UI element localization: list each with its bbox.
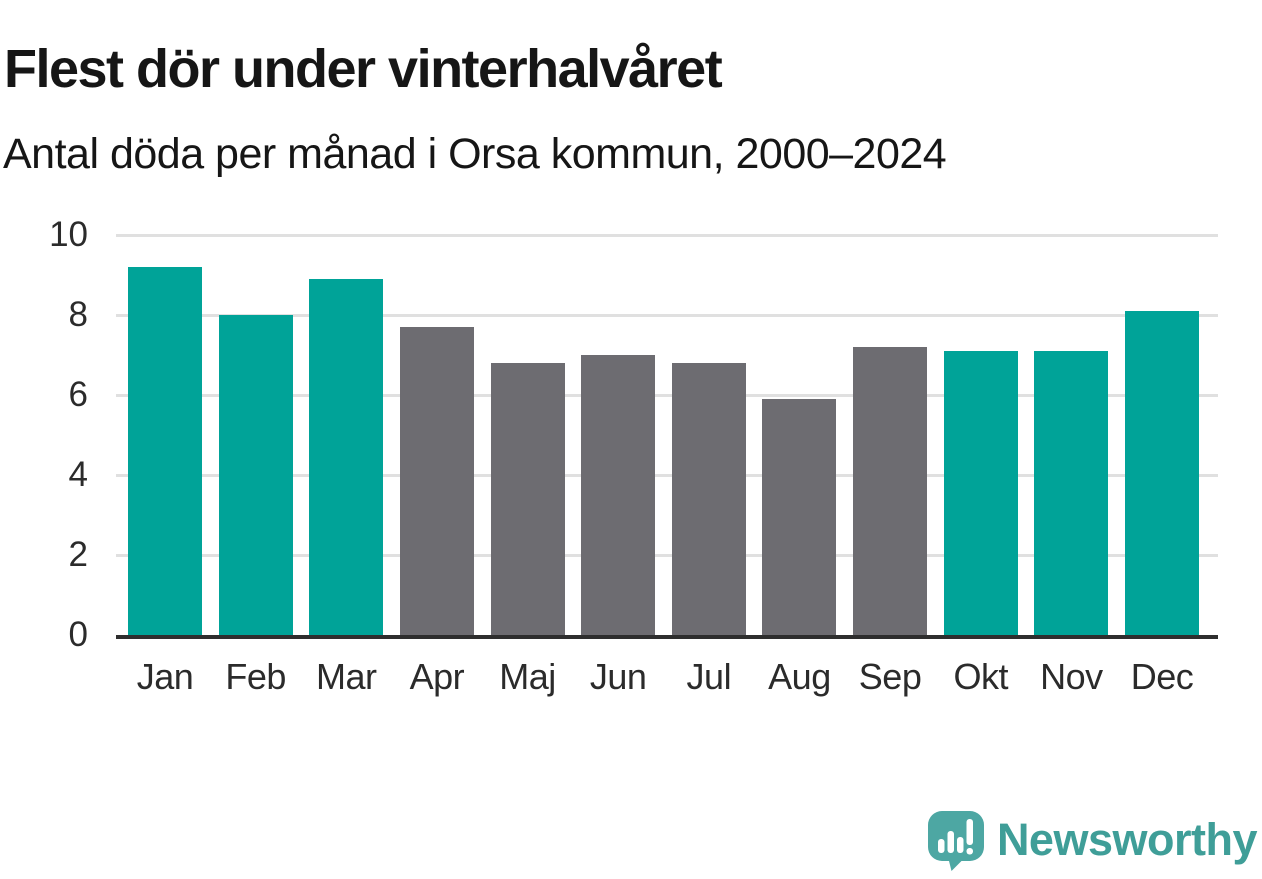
bar-aug	[762, 399, 837, 635]
bar-sep	[853, 347, 928, 635]
plot-area: Jan Feb Mar Apr Maj Jun Jul Aug Sep Okt Nov Dec	[116, 234, 1218, 695]
x-axis-tick-label: Apr	[409, 656, 465, 697]
chart-subtitle: Antal döda per månad i Orsa kommun, 2000…	[3, 130, 947, 178]
gridline-y-6	[116, 394, 1218, 397]
gridline-y-2	[116, 554, 1218, 557]
x-axis-tick-label: Jun	[589, 656, 647, 697]
y-axis-tick-label: 8	[68, 295, 88, 334]
y-axis-tick-label: 2	[68, 535, 88, 574]
newsworthy-brand-text: Newsworthy	[996, 813, 1258, 865]
bar-jun	[581, 355, 656, 635]
exclamation-dot	[966, 848, 973, 855]
x-axis-tick-label: Nov	[1040, 656, 1103, 697]
exclamation-bar	[966, 819, 973, 845]
x-axis-tick-label: Dec	[1130, 656, 1194, 697]
y-axis-tick-label: 0	[68, 615, 88, 654]
bar-jan	[128, 267, 202, 635]
x-axis-tick-label: Jul	[686, 656, 732, 697]
x-axis-tick-label: Okt	[953, 656, 1008, 697]
bar-apr	[399, 327, 474, 635]
gridline-y-8	[116, 314, 1218, 317]
newsworthy-logo: Newsworthy	[927, 811, 1258, 871]
bar-mar	[309, 279, 384, 635]
y-axis-tick-label: 4	[68, 455, 88, 494]
mini-bar-2	[947, 831, 954, 853]
gridline-y-4	[116, 474, 1218, 477]
x-axis-tick-label: Aug	[768, 656, 831, 697]
gridline-y-10	[116, 234, 1218, 237]
bar-dec	[1125, 311, 1199, 635]
x-axis-tick-label: Maj	[499, 656, 556, 697]
bar-okt	[943, 351, 1018, 635]
mini-bar-1	[937, 839, 945, 853]
x-axis-tick-label: Feb	[225, 656, 286, 697]
bar-feb	[218, 315, 293, 635]
y-axis: 0 2 4 6 8 10	[0, 217, 100, 652]
chart-title: Flest dör under vinterhalvåret	[4, 39, 723, 100]
bar-chart: 0 2 4 6 8 10 Jan Feb Mar Apr Maj Jun Jul Aug Sep Okt No…	[0, 217, 1262, 715]
bar-nov	[1034, 351, 1109, 635]
bar-maj	[490, 363, 565, 635]
y-axis-tick-label: 10	[49, 215, 88, 254]
speech-bubble-bar-chart-icon	[927, 811, 984, 871]
mini-bar-3	[956, 837, 964, 853]
y-axis-tick-label: 6	[68, 375, 88, 414]
x-axis-tick-label: Mar	[316, 656, 377, 697]
bar-jul	[671, 363, 746, 635]
x-axis-tick-label: Sep	[858, 656, 922, 697]
speech-bubble-shape	[927, 811, 984, 871]
x-axis-tick-label: Jan	[136, 656, 194, 697]
